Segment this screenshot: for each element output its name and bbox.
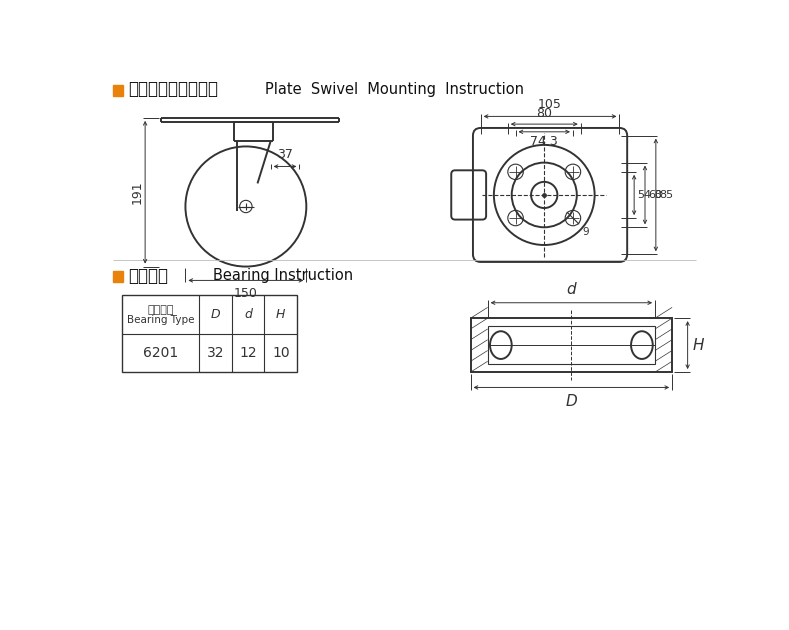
Text: Bearing Instruction: Bearing Instruction (213, 268, 353, 284)
Text: 32: 32 (207, 346, 224, 360)
Text: 85: 85 (659, 190, 673, 200)
Text: Plate  Swivel  Mounting  Instruction: Plate Swivel Mounting Instruction (265, 82, 524, 97)
Text: 80: 80 (537, 107, 552, 120)
Text: H: H (692, 338, 704, 353)
Text: D: D (566, 394, 578, 409)
Text: d: d (245, 308, 252, 321)
Text: 轴承型号: 轴承型号 (148, 305, 174, 314)
Text: 平顶万向安装尺寸图: 平顶万向安装尺寸图 (128, 81, 218, 98)
Text: d: d (567, 282, 576, 297)
Bar (470, 318, 672, 372)
Text: 6201: 6201 (143, 346, 178, 360)
Bar (122, 295, 297, 372)
Text: 37: 37 (277, 148, 293, 161)
Text: 191: 191 (131, 180, 144, 204)
Text: 105: 105 (538, 98, 562, 111)
Text: 60: 60 (648, 190, 662, 200)
Text: 150: 150 (234, 287, 258, 300)
Text: 9: 9 (582, 227, 589, 238)
Text: 74.3: 74.3 (530, 135, 558, 148)
Text: 10: 10 (272, 346, 290, 360)
Bar (113, 85, 123, 96)
Text: 轴承说明: 轴承说明 (128, 266, 168, 285)
Bar (488, 326, 655, 364)
Text: H: H (276, 308, 286, 321)
Text: D: D (211, 308, 220, 321)
Text: 12: 12 (239, 346, 257, 360)
Text: Bearing Type: Bearing Type (127, 316, 194, 326)
Bar (113, 271, 123, 282)
Text: 54.3: 54.3 (638, 190, 662, 200)
